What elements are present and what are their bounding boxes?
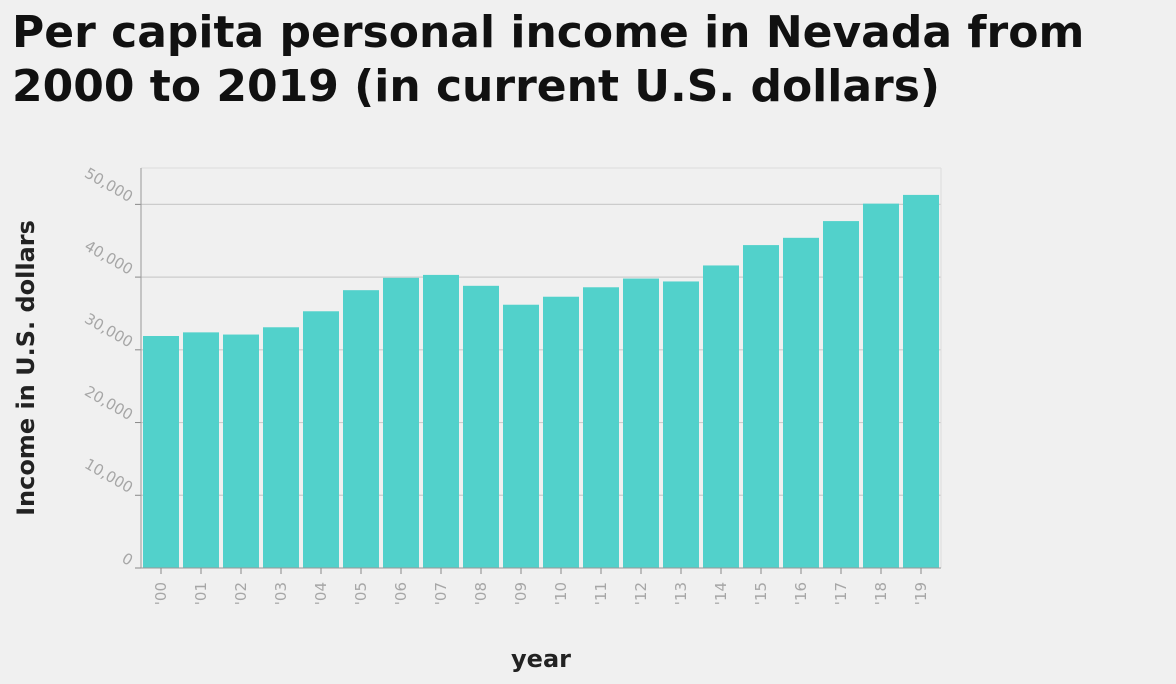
bar: [543, 296, 579, 568]
x-tick-label: '16: [792, 582, 810, 605]
bar: [343, 290, 379, 568]
bar: [623, 278, 659, 568]
y-tick-label: 40,000: [82, 237, 136, 279]
x-tick-label: '00: [152, 582, 170, 605]
bar: [783, 237, 819, 568]
bar: [863, 203, 899, 569]
bar: [223, 334, 259, 568]
y-axis-label: Income in U.S. dollars: [12, 220, 40, 516]
x-tick-label: '05: [352, 582, 370, 605]
bar: [903, 194, 939, 568]
x-tick-label: '03: [272, 582, 290, 605]
x-tick-label: '11: [592, 582, 610, 605]
bar: [823, 221, 859, 568]
bar: [703, 265, 739, 568]
x-tick-label: '17: [832, 582, 850, 605]
x-tick-label: '13: [672, 582, 690, 605]
bar: [743, 245, 779, 568]
x-tick-label: '06: [392, 582, 410, 605]
x-axis-label: year: [511, 645, 571, 673]
x-tick-label: '07: [432, 582, 450, 605]
x-tick-label: '12: [632, 582, 650, 605]
bar: [503, 304, 539, 568]
chart-title: Per capita personal income in Nevada fro…: [12, 7, 1085, 112]
x-tick-label: '04: [312, 582, 330, 605]
bar: [463, 285, 499, 568]
x-tick-label: '14: [712, 582, 730, 605]
x-tick-label: '10: [552, 582, 570, 605]
x-tick-label: '08: [472, 582, 490, 605]
x-tick-label: '18: [872, 582, 890, 605]
y-tick-labels: 0 10,000 20,000 30,000 40,000 50,000: [82, 164, 136, 569]
bar: [663, 281, 699, 568]
bar: [143, 336, 179, 568]
x-tick-labels: '00 '01 '02 '03 '04 '05 '06 '07 '08 '09 '10 '11 '12 '…: [152, 582, 930, 605]
x-tick-label: '15: [752, 582, 770, 605]
y-tick-label: 30,000: [82, 309, 136, 351]
y-tick-label: 50,000: [82, 164, 136, 206]
bars: [143, 194, 939, 569]
y-tick-label: 0: [119, 549, 136, 569]
bar: [583, 287, 619, 568]
y-tick-label: 20,000: [82, 382, 136, 424]
bar: [303, 311, 339, 568]
x-tick-label: '09: [512, 582, 530, 605]
grid-lines: [141, 203, 941, 496]
bar: [423, 274, 459, 568]
bar: [263, 327, 299, 568]
bar: [383, 277, 419, 568]
y-tick-label: 10,000: [82, 455, 136, 497]
x-tick-label: '19: [912, 582, 930, 605]
axes: [135, 167, 942, 574]
x-tick-label: '02: [232, 582, 250, 605]
x-tick-label: '01: [192, 582, 210, 605]
bar: [183, 332, 219, 568]
